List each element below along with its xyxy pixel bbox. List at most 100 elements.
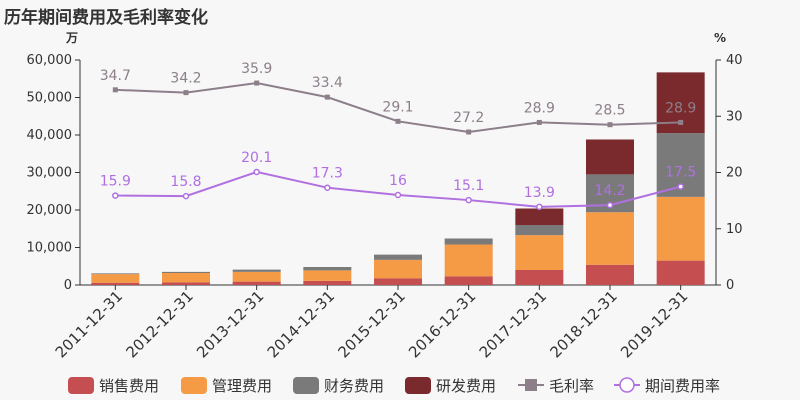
x-tick-label: 2019-12-31	[617, 287, 691, 361]
legend-marker	[525, 379, 537, 391]
line-point	[253, 168, 260, 176]
bar-segment	[91, 282, 140, 285]
bar-segment	[586, 264, 634, 285]
data-label: 15.1	[453, 178, 484, 194]
legend-marker	[619, 377, 635, 393]
bar-segment	[656, 260, 705, 285]
data-label: 35.9	[241, 61, 272, 77]
data-label: 27.2	[453, 110, 484, 126]
legend-label: 期间费用率	[645, 377, 720, 395]
legend-swatch	[68, 377, 94, 394]
bar-segment	[91, 274, 140, 283]
bar-segment	[656, 196, 705, 261]
line-point	[254, 80, 260, 86]
line-point	[182, 192, 190, 200]
bar-segment	[515, 235, 564, 270]
bar-segment	[232, 271, 281, 282]
left-axis-unit: 万	[65, 31, 78, 45]
bar-segment	[374, 278, 422, 285]
left-tick-label: 10,000	[27, 241, 73, 256]
bar-segment	[444, 244, 493, 277]
x-tick-label: 2011-12-31	[52, 287, 126, 361]
line-point	[536, 119, 542, 125]
line-point	[607, 122, 613, 128]
line-point	[324, 184, 331, 191]
line-point	[678, 119, 684, 125]
bar-segment	[586, 212, 634, 265]
data-label: 17.5	[665, 165, 696, 181]
left-tick-label: 20,000	[27, 203, 73, 218]
x-tick-label: 2015-12-31	[334, 287, 408, 361]
right-tick-label: 10	[726, 222, 743, 237]
line-point	[465, 196, 472, 204]
data-label: 15.9	[100, 174, 131, 190]
legend-label: 研发费用	[436, 377, 496, 395]
bar-segment	[303, 267, 352, 271]
bar-segment	[232, 281, 281, 285]
x-tick-label: 2012-12-31	[122, 287, 196, 361]
legend-label: 毛利率	[549, 377, 594, 395]
left-tick-label: 0	[64, 278, 72, 293]
legend-label: 管理费用	[212, 377, 272, 395]
line-point	[324, 94, 330, 100]
bar-segment	[586, 139, 634, 175]
legend-swatch	[293, 377, 319, 394]
bar-segment	[303, 270, 352, 281]
chart-title: 历年期间费用及毛利率变化	[4, 8, 208, 28]
data-label: 28.5	[594, 103, 625, 119]
legend-label: 销售费用	[99, 377, 159, 395]
bar-segment	[303, 280, 352, 285]
left-tick-label: 30,000	[27, 166, 73, 181]
left-tick-label: 60,000	[27, 53, 73, 68]
data-label: 17.3	[312, 166, 343, 182]
data-label: 15.8	[170, 174, 201, 190]
right-tick-label: 30	[726, 109, 743, 124]
bar-segment	[91, 273, 140, 275]
legend-swatch	[405, 377, 431, 394]
right-tick-label: 0	[726, 278, 734, 293]
line-point	[183, 90, 189, 96]
data-label: 20.1	[241, 150, 272, 166]
right-tick-label: 40	[726, 53, 743, 68]
data-label: 33.4	[312, 75, 343, 91]
x-tick-label: 2018-12-31	[546, 287, 620, 361]
right-axis-unit: %	[714, 31, 726, 45]
line-point	[536, 203, 543, 211]
line-point	[112, 192, 119, 199]
line-point	[677, 183, 684, 190]
line-point	[112, 87, 118, 93]
bar-segment	[444, 276, 493, 285]
data-label: 16	[389, 173, 407, 189]
x-tick-label: 2013-12-31	[193, 287, 267, 361]
left-tick-label: 40,000	[27, 128, 73, 143]
legend-label: 财务费用	[324, 377, 384, 395]
bar-segment	[374, 259, 422, 279]
bar-segment	[374, 254, 422, 260]
bar-segment	[162, 271, 210, 273]
line-point	[395, 118, 401, 124]
bar-segment	[232, 269, 281, 272]
line-point	[466, 129, 472, 135]
data-label: 28.9	[665, 100, 696, 116]
data-label: 13.9	[524, 185, 555, 201]
line-point	[394, 191, 402, 199]
right-tick-label: 20	[726, 166, 743, 181]
data-label: 29.1	[382, 99, 413, 115]
bar-segment	[515, 208, 564, 225]
bar-segment	[444, 238, 493, 245]
legend-swatch	[181, 377, 207, 394]
data-label: 28.9	[524, 100, 555, 116]
x-tick-label: 2017-12-31	[476, 287, 550, 361]
data-label: 34.2	[170, 71, 201, 87]
bar-segment	[162, 282, 210, 285]
bar-segment	[515, 270, 564, 285]
x-tick-label: 2014-12-31	[264, 287, 338, 361]
bar-segment	[515, 225, 564, 236]
bar-segment	[162, 273, 210, 283]
x-tick-label: 2016-12-31	[405, 287, 479, 361]
left-tick-label: 50,000	[27, 91, 73, 106]
data-label: 34.7	[100, 68, 131, 84]
line-point	[606, 201, 614, 209]
data-label: 14.2	[594, 183, 625, 199]
